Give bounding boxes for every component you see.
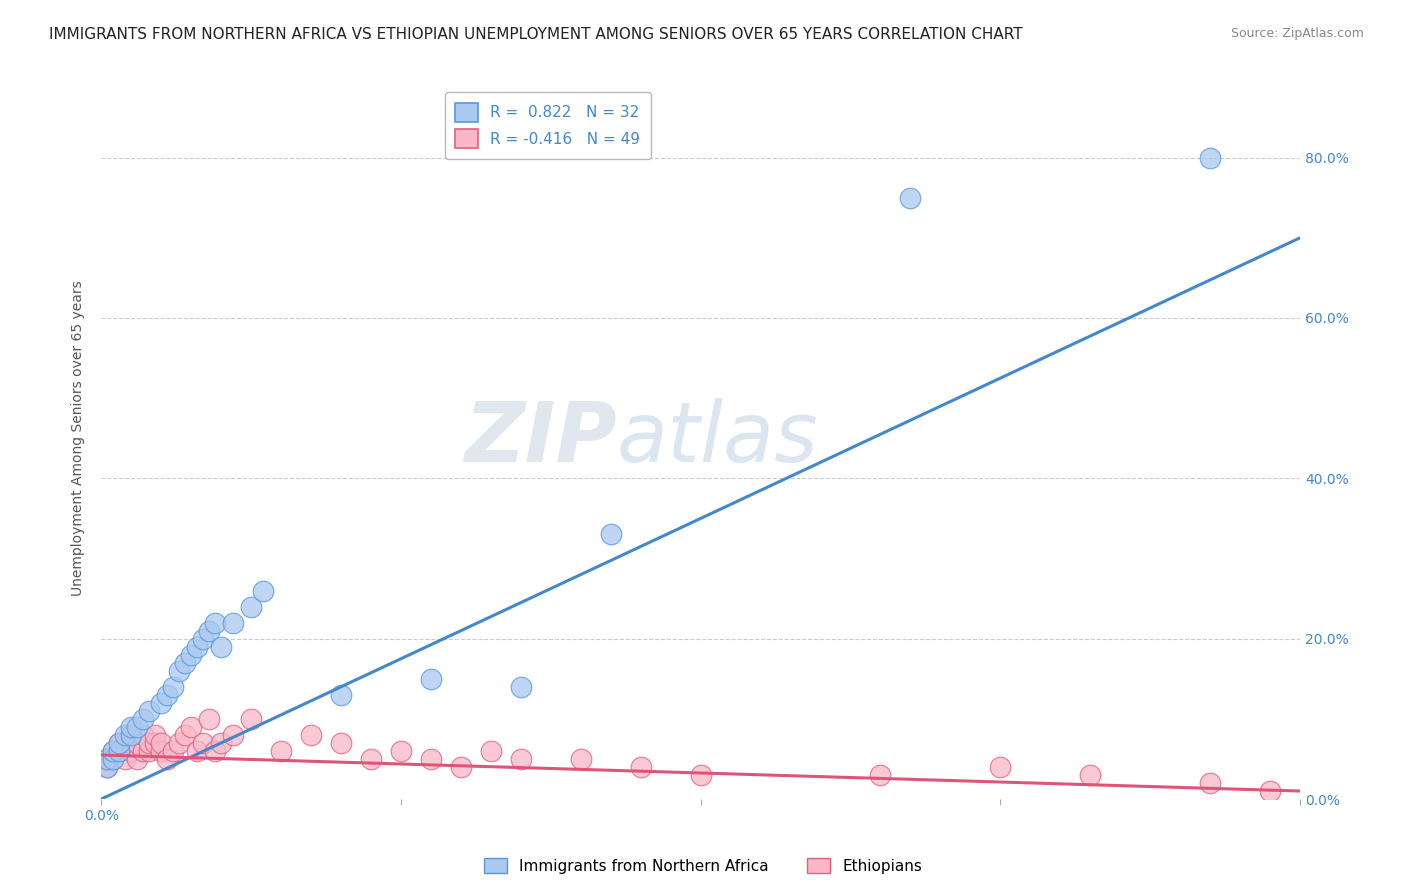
Point	[204, 744, 226, 758]
Point	[127, 752, 149, 766]
Point	[389, 744, 412, 758]
Point	[270, 744, 292, 758]
Point	[569, 752, 592, 766]
Point	[419, 752, 441, 766]
Point	[103, 744, 125, 758]
Point	[96, 760, 118, 774]
Point	[96, 752, 118, 766]
Point	[689, 768, 711, 782]
Point	[143, 728, 166, 742]
Point	[252, 583, 274, 598]
Text: Source: ZipAtlas.com: Source: ZipAtlas.com	[1230, 27, 1364, 40]
Point	[299, 728, 322, 742]
Point	[103, 752, 125, 766]
Point	[209, 640, 232, 654]
Point	[599, 527, 621, 541]
Point	[143, 736, 166, 750]
Point	[132, 744, 155, 758]
Point	[162, 680, 184, 694]
Point	[419, 672, 441, 686]
Text: ZIP: ZIP	[464, 398, 617, 479]
Point	[114, 728, 136, 742]
Point	[209, 736, 232, 750]
Point	[156, 688, 179, 702]
Point	[150, 696, 173, 710]
Point	[150, 744, 173, 758]
Point	[450, 760, 472, 774]
Point	[222, 615, 245, 630]
Point	[191, 632, 214, 646]
Point	[360, 752, 382, 766]
Point	[1199, 151, 1222, 165]
Point	[479, 744, 502, 758]
Point	[132, 728, 155, 742]
Point	[120, 736, 142, 750]
Point	[240, 712, 263, 726]
Legend: Immigrants from Northern Africa, Ethiopians: Immigrants from Northern Africa, Ethiopi…	[478, 852, 928, 880]
Y-axis label: Unemployment Among Seniors over 65 years: Unemployment Among Seniors over 65 years	[72, 280, 86, 596]
Point	[198, 712, 221, 726]
Point	[138, 744, 160, 758]
Point	[120, 728, 142, 742]
Point	[509, 752, 531, 766]
Point	[132, 712, 155, 726]
Point	[167, 664, 190, 678]
Text: IMMIGRANTS FROM NORTHERN AFRICA VS ETHIOPIAN UNEMPLOYMENT AMONG SENIORS OVER 65 : IMMIGRANTS FROM NORTHERN AFRICA VS ETHIO…	[49, 27, 1022, 42]
Point	[204, 615, 226, 630]
Point	[988, 760, 1011, 774]
Point	[222, 728, 245, 742]
Point	[180, 648, 202, 662]
Legend: R =  0.822   N = 32, R = -0.416   N = 49: R = 0.822 N = 32, R = -0.416 N = 49	[444, 92, 651, 159]
Point	[114, 752, 136, 766]
Point	[127, 720, 149, 734]
Point	[156, 752, 179, 766]
Point	[330, 688, 353, 702]
Point	[96, 760, 118, 774]
Point	[167, 736, 190, 750]
Point	[509, 680, 531, 694]
Point	[1199, 776, 1222, 790]
Point	[162, 744, 184, 758]
Point	[108, 744, 131, 758]
Point	[330, 736, 353, 750]
Point	[108, 744, 131, 758]
Point	[103, 752, 125, 766]
Point	[96, 752, 118, 766]
Point	[120, 720, 142, 734]
Point	[108, 736, 131, 750]
Point	[186, 744, 208, 758]
Point	[114, 736, 136, 750]
Point	[138, 704, 160, 718]
Point	[120, 744, 142, 758]
Point	[240, 599, 263, 614]
Point	[1258, 784, 1281, 798]
Point	[900, 191, 922, 205]
Point	[186, 640, 208, 654]
Point	[180, 720, 202, 734]
Point	[150, 736, 173, 750]
Point	[138, 736, 160, 750]
Point	[174, 656, 197, 670]
Point	[198, 624, 221, 638]
Point	[108, 736, 131, 750]
Point	[174, 728, 197, 742]
Point	[127, 736, 149, 750]
Point	[191, 736, 214, 750]
Point	[103, 744, 125, 758]
Point	[869, 768, 891, 782]
Point	[1078, 768, 1101, 782]
Point	[630, 760, 652, 774]
Text: atlas: atlas	[617, 398, 818, 479]
